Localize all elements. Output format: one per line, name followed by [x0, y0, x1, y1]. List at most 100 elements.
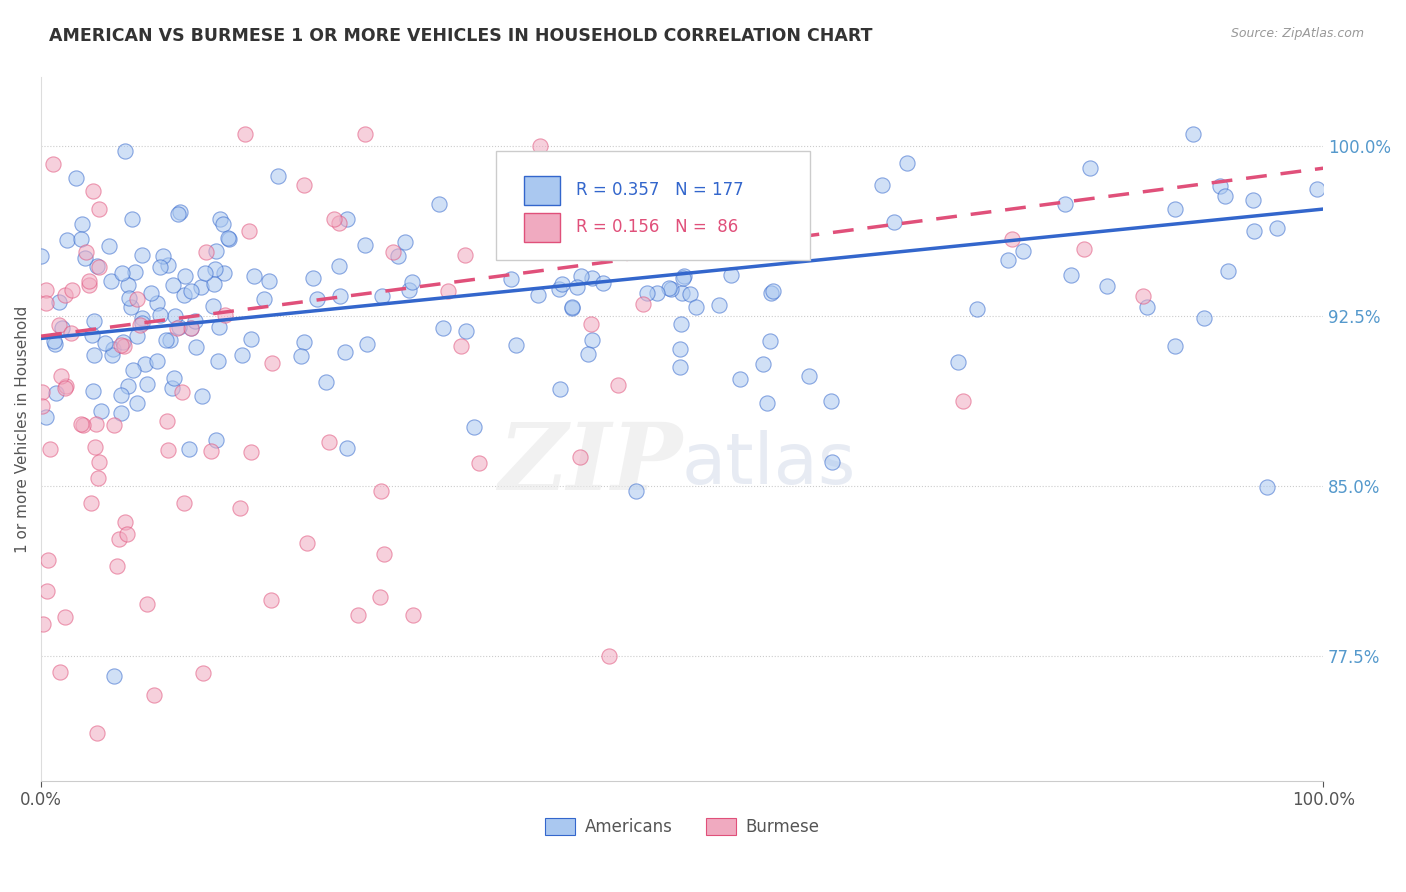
Point — [172, 384, 194, 399]
Point — [1267, 220, 1289, 235]
Point — [368, 590, 391, 604]
Point — [1209, 178, 1232, 193]
Point — [128, 318, 150, 332]
Point — [69, 232, 91, 246]
Point — [80, 496, 103, 510]
Point — [141, 286, 163, 301]
Point — [75, 245, 97, 260]
Point — [70, 417, 93, 431]
Point — [1000, 232, 1022, 246]
Point — [82, 384, 104, 398]
Point — [260, 592, 283, 607]
Point — [1181, 127, 1204, 141]
Point — [90, 403, 112, 417]
Point — [647, 286, 669, 301]
Point — [685, 300, 707, 314]
Point — [450, 339, 472, 353]
Point — [163, 371, 186, 385]
Point — [83, 440, 105, 454]
Point — [156, 414, 179, 428]
Point — [561, 301, 583, 315]
Point — [49, 369, 72, 384]
Point — [49, 665, 72, 680]
Point — [295, 535, 318, 549]
Point — [581, 271, 603, 285]
Point — [145, 354, 167, 368]
Point — [86, 260, 108, 274]
Point — [114, 515, 136, 529]
Point — [162, 278, 184, 293]
Point — [35, 283, 58, 297]
Point — [456, 324, 478, 338]
Point — [87, 471, 110, 485]
Point — [77, 274, 100, 288]
Point — [156, 258, 179, 272]
Point — [695, 219, 717, 233]
Point — [679, 287, 702, 301]
Point — [292, 334, 315, 349]
Point — [636, 286, 658, 301]
Point — [569, 269, 592, 284]
Point — [548, 282, 571, 296]
Point — [463, 419, 485, 434]
Point — [645, 234, 668, 248]
Point — [121, 212, 143, 227]
Point — [94, 335, 117, 350]
Point — [117, 378, 139, 392]
Point — [671, 286, 693, 301]
Point — [110, 388, 132, 402]
Point — [1306, 181, 1329, 195]
Point — [499, 272, 522, 286]
Point — [398, 283, 420, 297]
Text: AMERICAN VS BURMESE 1 OR MORE VEHICLES IN HOUSEHOLD CORRELATION CHART: AMERICAN VS BURMESE 1 OR MORE VEHICLES I… — [49, 27, 873, 45]
Point — [607, 378, 630, 392]
Point — [143, 688, 166, 702]
Point — [163, 310, 186, 324]
Point — [86, 726, 108, 740]
Point — [468, 456, 491, 470]
Bar — [524, 176, 561, 205]
Point — [124, 265, 146, 279]
Point — [581, 333, 603, 347]
Point — [160, 381, 183, 395]
Point — [328, 217, 350, 231]
Point — [260, 356, 283, 370]
Point — [105, 559, 128, 574]
Point — [1136, 301, 1159, 315]
Point — [568, 450, 591, 464]
Point — [427, 197, 450, 211]
Point — [290, 349, 312, 363]
Point — [783, 204, 806, 219]
Point — [89, 202, 111, 216]
Point — [194, 244, 217, 259]
Point — [1213, 188, 1236, 202]
Point — [127, 396, 149, 410]
Point — [387, 249, 409, 263]
Point — [1218, 264, 1240, 278]
Point — [83, 313, 105, 327]
Point — [135, 377, 157, 392]
Point — [30, 249, 52, 263]
Point — [212, 266, 235, 280]
Point — [1073, 242, 1095, 256]
Point — [617, 178, 640, 192]
Point — [1060, 268, 1083, 283]
Point — [205, 244, 228, 258]
Point — [131, 248, 153, 262]
Point — [191, 389, 214, 403]
Point — [1054, 197, 1077, 211]
Point — [38, 442, 60, 456]
Point — [347, 608, 370, 623]
Point — [180, 320, 202, 334]
Point — [111, 267, 134, 281]
Text: R = 0.156   N =  86: R = 0.156 N = 86 — [575, 219, 738, 236]
Point — [191, 665, 214, 680]
Point — [166, 321, 188, 335]
Point — [194, 266, 217, 280]
Point — [872, 178, 894, 193]
Point — [51, 321, 73, 335]
Point — [1011, 244, 1033, 258]
Point — [112, 339, 135, 353]
Point — [59, 326, 82, 341]
Point — [115, 527, 138, 541]
